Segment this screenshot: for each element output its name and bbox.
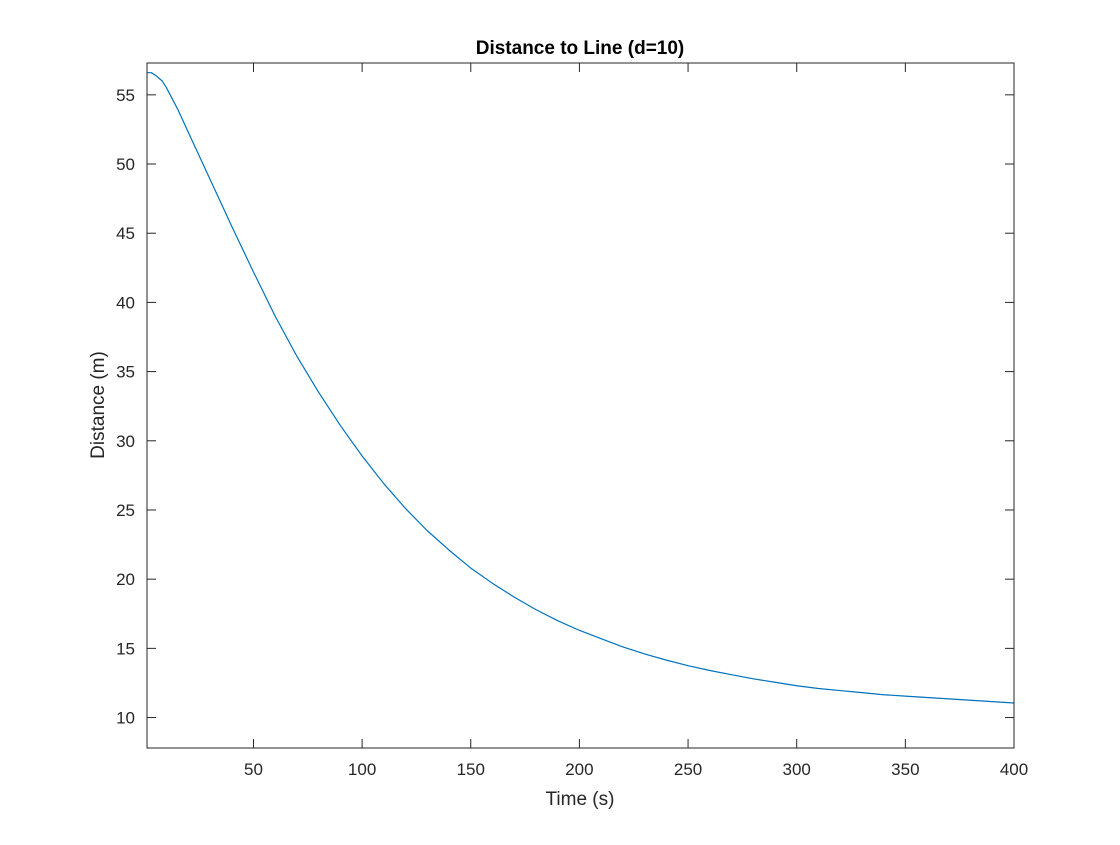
x-tick-label: 200	[565, 760, 593, 779]
series-line	[147, 72, 1015, 704]
plot-area	[147, 63, 1014, 748]
tick-labels: 50 100 150 200 250 300 350 400 10 15 20 25 30 35 40 45 5…	[116, 86, 1028, 779]
y-tick-label: 40	[116, 293, 135, 312]
axes-box	[146, 62, 1015, 749]
y-tick-label: 55	[116, 86, 135, 105]
y-tick-label: 20	[116, 570, 135, 589]
x-axis-label: Time (s)	[546, 789, 615, 810]
x-tick-label: 50	[244, 760, 263, 779]
x-tick-label: 300	[783, 760, 811, 779]
y-tick-label: 35	[116, 363, 135, 382]
chart-title: Distance to Line (d=10)	[476, 38, 685, 59]
x-tick-label: 400	[1000, 760, 1028, 779]
y-tick-label: 15	[116, 639, 135, 658]
y-tick-label: 25	[116, 501, 135, 520]
y-tick-label: 45	[116, 224, 135, 243]
ticks	[147, 63, 1015, 748]
x-tick-label: 350	[891, 760, 919, 779]
y-tick-label: 10	[116, 709, 135, 728]
x-tick-label: 150	[457, 760, 485, 779]
y-tick-label: 50	[116, 155, 135, 174]
x-tick-label: 100	[348, 760, 376, 779]
y-tick-label: 30	[116, 432, 135, 451]
y-axis-label: Distance (m)	[88, 351, 109, 459]
x-tick-label: 250	[674, 760, 702, 779]
